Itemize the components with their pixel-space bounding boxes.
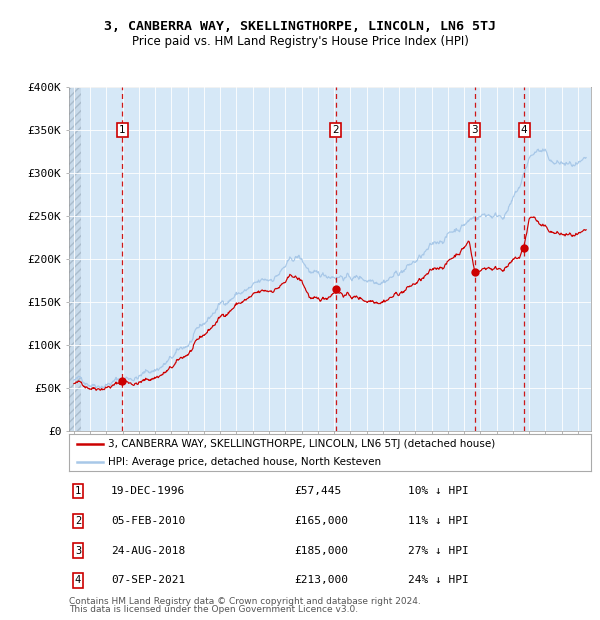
Text: £185,000: £185,000 — [294, 546, 348, 556]
Text: 27% ↓ HPI: 27% ↓ HPI — [408, 546, 469, 556]
Text: 4: 4 — [75, 575, 81, 585]
Text: 24-AUG-2018: 24-AUG-2018 — [111, 546, 185, 556]
Text: £213,000: £213,000 — [294, 575, 348, 585]
Text: 2: 2 — [75, 516, 81, 526]
Text: 24% ↓ HPI: 24% ↓ HPI — [408, 575, 469, 585]
Text: 4: 4 — [521, 125, 527, 135]
Text: 3: 3 — [472, 125, 478, 135]
Text: £165,000: £165,000 — [294, 516, 348, 526]
Text: 10% ↓ HPI: 10% ↓ HPI — [408, 486, 469, 496]
Text: 19-DEC-1996: 19-DEC-1996 — [111, 486, 185, 496]
Text: Price paid vs. HM Land Registry's House Price Index (HPI): Price paid vs. HM Land Registry's House … — [131, 35, 469, 48]
Text: 05-FEB-2010: 05-FEB-2010 — [111, 516, 185, 526]
Text: 11% ↓ HPI: 11% ↓ HPI — [408, 516, 469, 526]
Text: Contains HM Land Registry data © Crown copyright and database right 2024.: Contains HM Land Registry data © Crown c… — [69, 597, 421, 606]
Text: 2: 2 — [332, 125, 339, 135]
Text: HPI: Average price, detached house, North Kesteven: HPI: Average price, detached house, Nort… — [108, 457, 381, 467]
Text: 1: 1 — [75, 486, 81, 496]
Text: 07-SEP-2021: 07-SEP-2021 — [111, 575, 185, 585]
Text: 3, CANBERRA WAY, SKELLINGTHORPE, LINCOLN, LN6 5TJ: 3, CANBERRA WAY, SKELLINGTHORPE, LINCOLN… — [104, 20, 496, 33]
Text: This data is licensed under the Open Government Licence v3.0.: This data is licensed under the Open Gov… — [69, 604, 358, 614]
Text: 3: 3 — [75, 546, 81, 556]
Text: 3, CANBERRA WAY, SKELLINGTHORPE, LINCOLN, LN6 5TJ (detached house): 3, CANBERRA WAY, SKELLINGTHORPE, LINCOLN… — [108, 440, 496, 450]
Text: £57,445: £57,445 — [294, 486, 341, 496]
Text: 1: 1 — [119, 125, 125, 135]
